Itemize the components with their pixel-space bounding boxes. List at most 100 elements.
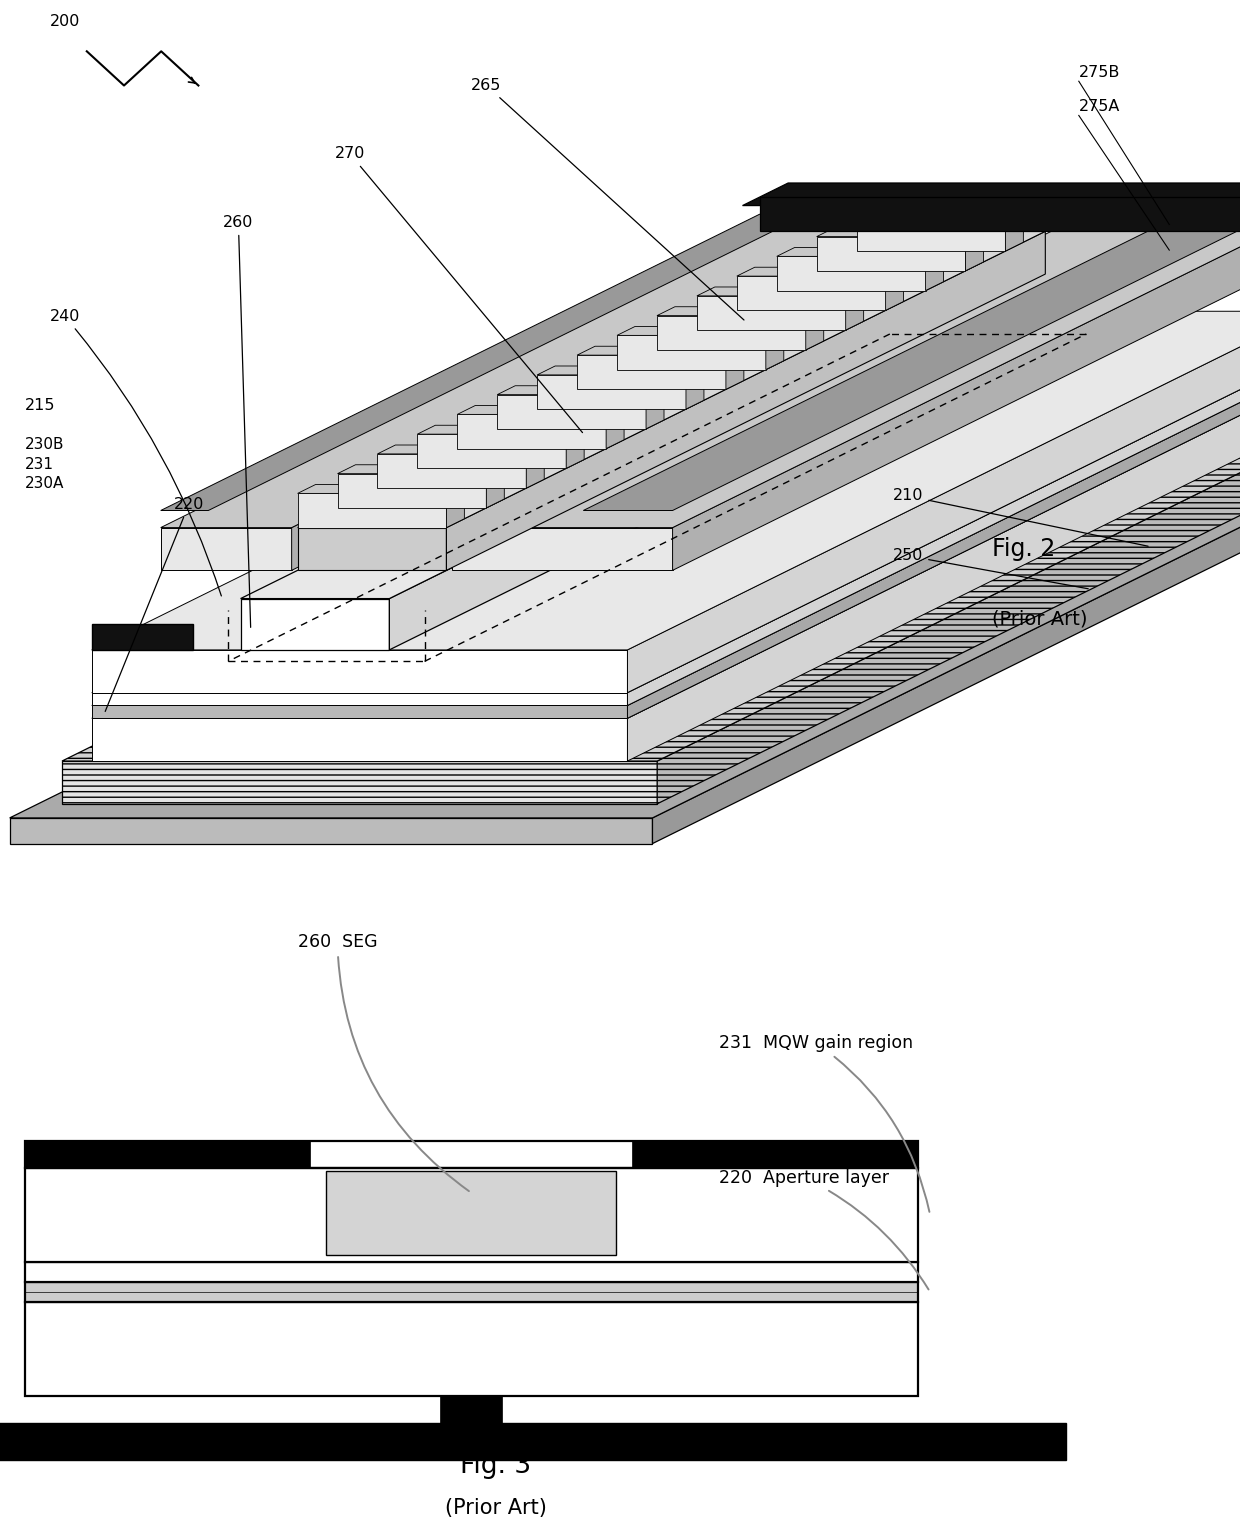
Text: 230B: 230B: [25, 437, 64, 452]
Polygon shape: [846, 287, 863, 330]
Bar: [25, 1141, 310, 1168]
Polygon shape: [446, 231, 1045, 571]
Polygon shape: [806, 307, 823, 350]
Polygon shape: [618, 336, 766, 370]
Polygon shape: [241, 599, 389, 651]
Bar: [326, 1171, 616, 1255]
Polygon shape: [92, 625, 193, 651]
Polygon shape: [458, 406, 624, 414]
Polygon shape: [92, 705, 627, 718]
Polygon shape: [725, 347, 744, 389]
Polygon shape: [697, 296, 846, 330]
Text: 265: 265: [471, 78, 744, 321]
Polygon shape: [453, 528, 672, 571]
Polygon shape: [583, 214, 1240, 510]
Polygon shape: [497, 386, 663, 394]
Polygon shape: [776, 247, 944, 257]
Polygon shape: [389, 260, 1074, 651]
Polygon shape: [743, 183, 1240, 206]
Polygon shape: [458, 414, 606, 449]
Text: 210: 210: [893, 489, 1148, 547]
Polygon shape: [62, 760, 657, 803]
Text: Fig. 3: Fig. 3: [460, 1454, 532, 1480]
Polygon shape: [627, 312, 1240, 693]
Polygon shape: [627, 380, 1240, 760]
Polygon shape: [92, 651, 627, 693]
Polygon shape: [92, 312, 1240, 651]
Text: 240: 240: [50, 308, 222, 596]
Polygon shape: [737, 276, 885, 310]
Polygon shape: [646, 386, 663, 429]
Polygon shape: [418, 434, 567, 469]
Polygon shape: [857, 217, 1006, 250]
Polygon shape: [337, 464, 505, 473]
Polygon shape: [453, 231, 1240, 528]
Polygon shape: [92, 354, 1240, 693]
Polygon shape: [657, 307, 823, 316]
Polygon shape: [92, 366, 1240, 705]
Polygon shape: [337, 473, 486, 508]
Polygon shape: [92, 718, 627, 760]
Polygon shape: [686, 366, 704, 409]
Polygon shape: [627, 354, 1240, 705]
Text: 220  Aperture layer: 220 Aperture layer: [719, 1168, 929, 1289]
Polygon shape: [418, 425, 584, 434]
Text: 270: 270: [335, 147, 583, 432]
Polygon shape: [776, 257, 925, 290]
Polygon shape: [657, 316, 806, 350]
Bar: [632, 1141, 918, 1168]
Polygon shape: [537, 366, 704, 376]
Polygon shape: [627, 366, 1240, 718]
Polygon shape: [161, 214, 807, 510]
Polygon shape: [577, 347, 744, 356]
Polygon shape: [526, 444, 544, 489]
Polygon shape: [697, 287, 863, 296]
Polygon shape: [652, 450, 1240, 843]
Polygon shape: [377, 454, 526, 489]
Polygon shape: [92, 380, 1240, 718]
Polygon shape: [298, 231, 1045, 528]
Polygon shape: [161, 528, 291, 571]
Text: 215: 215: [25, 399, 56, 414]
Polygon shape: [446, 484, 464, 528]
Polygon shape: [62, 423, 1240, 760]
Polygon shape: [1006, 208, 1023, 250]
Text: 250: 250: [893, 548, 1089, 589]
Text: 231  MQW gain region: 231 MQW gain region: [719, 1034, 930, 1212]
Polygon shape: [577, 356, 725, 389]
Bar: [440, 1396, 502, 1423]
Polygon shape: [497, 394, 646, 429]
Bar: [25, 1281, 918, 1303]
Polygon shape: [486, 464, 505, 508]
Polygon shape: [618, 327, 784, 336]
Text: 275A: 275A: [1079, 99, 1120, 115]
Polygon shape: [298, 493, 446, 528]
Text: 260: 260: [223, 215, 253, 628]
Text: 275B: 275B: [1079, 66, 1120, 79]
Polygon shape: [298, 528, 446, 571]
Text: 220: 220: [105, 496, 203, 712]
Polygon shape: [657, 423, 1240, 803]
Text: 230A: 230A: [25, 476, 64, 492]
Bar: [0, 1423, 1066, 1460]
Bar: [25, 1261, 918, 1281]
Polygon shape: [672, 231, 1240, 571]
Polygon shape: [766, 327, 784, 370]
Polygon shape: [760, 197, 1240, 231]
Polygon shape: [885, 267, 904, 310]
Polygon shape: [817, 237, 966, 270]
Text: 260  SEG: 260 SEG: [298, 933, 469, 1191]
Polygon shape: [161, 231, 890, 528]
Polygon shape: [537, 376, 686, 409]
Polygon shape: [817, 228, 983, 237]
Text: (Prior Art): (Prior Art): [445, 1498, 547, 1518]
Bar: [25, 1168, 918, 1261]
Bar: [25, 1303, 918, 1396]
Polygon shape: [966, 228, 983, 270]
Polygon shape: [10, 450, 1240, 818]
Bar: [25, 1141, 918, 1168]
Polygon shape: [737, 267, 904, 276]
Text: 231: 231: [25, 457, 53, 472]
Polygon shape: [925, 247, 944, 290]
Polygon shape: [857, 208, 1023, 217]
